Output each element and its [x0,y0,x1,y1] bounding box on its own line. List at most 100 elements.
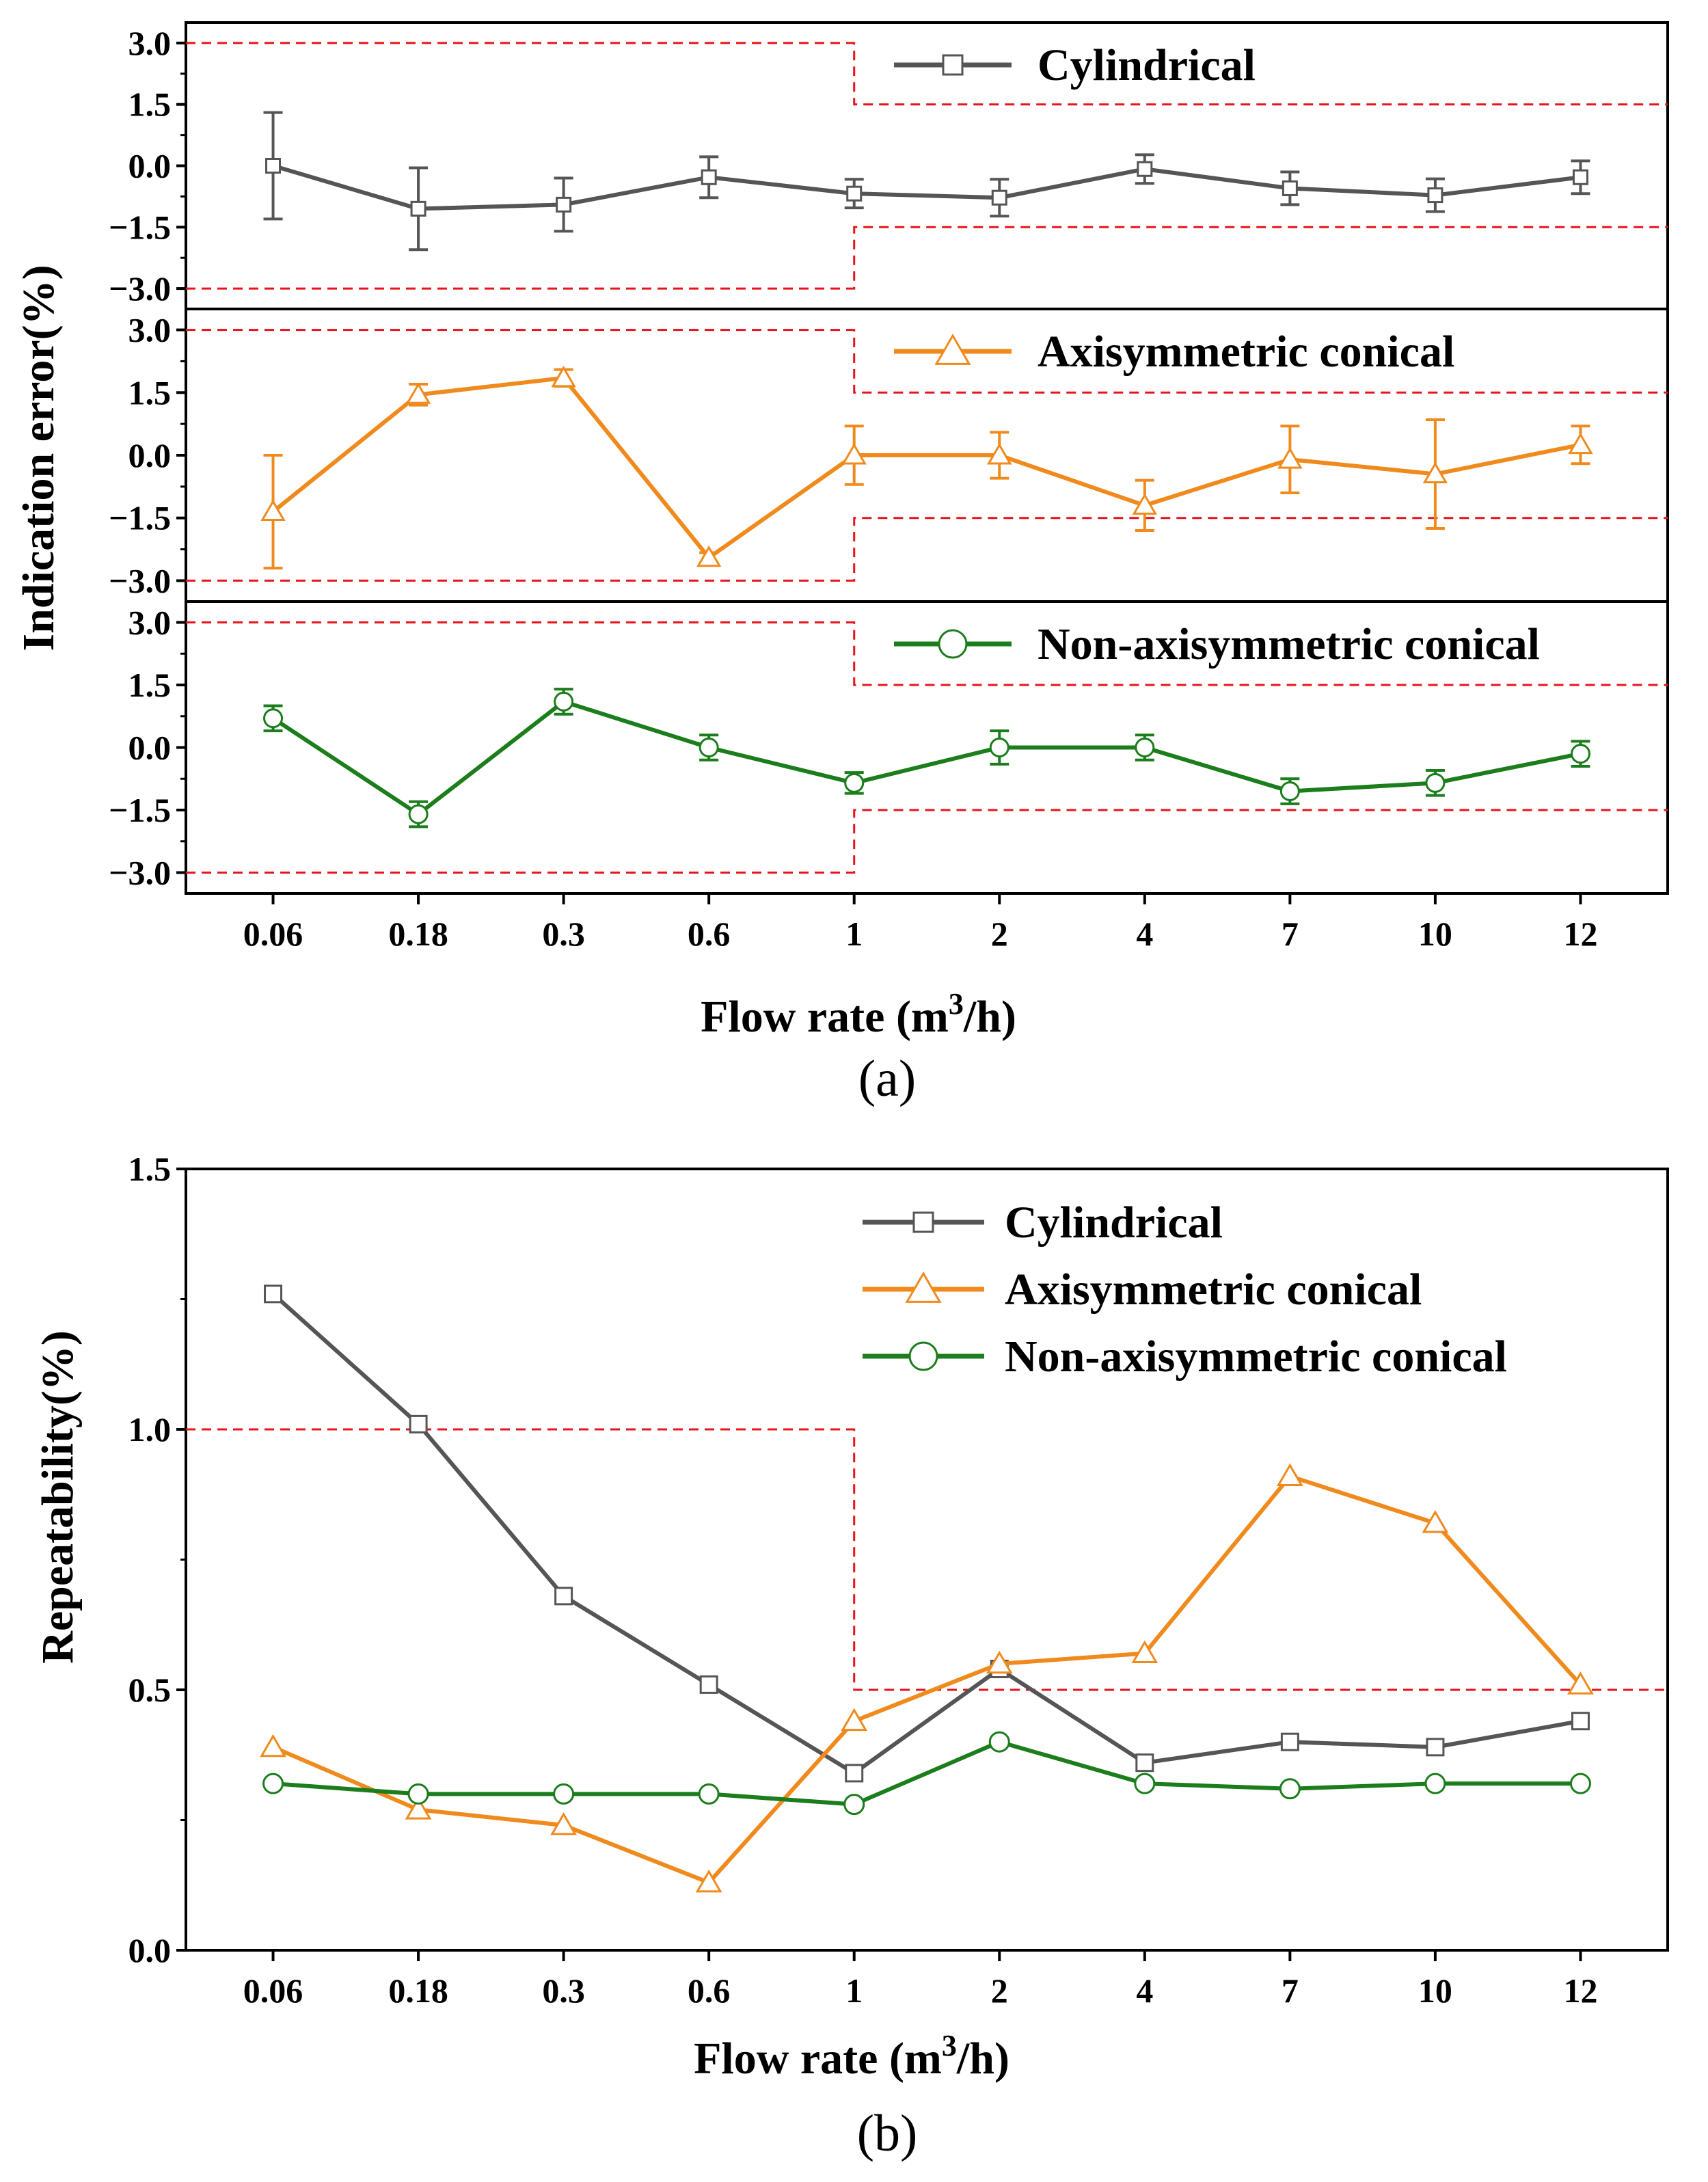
data-point [410,200,426,217]
data-point [988,1731,1010,1753]
panel-a-frame [185,21,1669,895]
data-point [265,158,282,174]
data-point [1132,493,1158,515]
upper-limit-line [186,42,1668,106]
data-point [1137,161,1153,177]
data-point [554,691,574,712]
repeatability-limit-line [186,1428,1668,1691]
series-line [271,1292,1582,1776]
data-point [1276,1463,1303,1486]
y-tick-label: 1.0 [128,1410,172,1449]
y-tick-label: 0.0 [128,436,172,474]
x-tick-label: 2 [991,1971,1008,2010]
x-tick-label: 12 [1563,915,1597,953]
data-point [407,1783,429,1805]
series-circle: Non-axisymmetric conical [262,1332,1591,1816]
legend-label: Axisymmetric conical [1005,1265,1422,1315]
data-point [1277,447,1303,469]
data-point [1422,461,1448,483]
data-point [1568,432,1593,455]
data-point [1572,169,1588,185]
data-point [1571,1712,1590,1731]
x-axis-label: Flow rate (m3/h) [701,987,1016,1042]
series-square: Cylindrical [264,1198,1590,1783]
data-point [260,1734,286,1757]
legend-marker [934,334,971,365]
y-tick-label: −3.0 [109,561,171,600]
legend-marker [905,1271,942,1303]
data-point [405,1796,432,1820]
series-triangle: Axisymmetric conical [260,1265,1594,1893]
data-point [1425,772,1446,793]
y-tick-label: −1.5 [109,208,171,246]
x-axis-label-main: Flow rate (m [701,992,949,1042]
data-point [405,382,431,404]
data-point [841,443,867,465]
y-axis-label: Indication error(%) [14,265,64,651]
y-tick-label: 1.5 [128,373,172,412]
y-axis-label: Repeatability(%) [33,1330,83,1664]
y-tick-label: 3.0 [128,24,172,62]
series-line [273,1740,1581,1807]
y-tick-label: 0.5 [128,1671,172,1709]
x-axis-label: Flow rate (m3/h) [694,2029,1009,2084]
data-point [695,1869,722,1893]
series-line [272,1474,1582,1885]
data-point [408,804,429,824]
x-axis-label-tail: /h) [956,2034,1009,2084]
data-point [553,1783,575,1805]
x-tick-label: 0.6 [688,915,731,953]
data-point [260,499,286,522]
series-line-square [272,163,1581,211]
x-tick-label: 12 [1563,1971,1597,2010]
data-point [262,1773,284,1794]
y-tick-label: 1.5 [128,1150,172,1188]
legend-marker [908,1341,938,1371]
data-point [1282,180,1298,196]
data-point [1424,1773,1446,1794]
data-point [1427,187,1443,204]
data-point [1426,1738,1445,1757]
y-tick-label: −1.5 [109,499,171,537]
data-point [264,1284,283,1304]
y-tick-label: 1.5 [128,85,172,124]
x-tick-label: 10 [1418,915,1452,953]
data-point [841,1708,868,1732]
y-tick-label: −3.0 [109,854,171,892]
legend-marker [942,54,964,76]
x-tick-label: 0.6 [688,1971,731,2010]
legend-label: Cylindrical [1005,1198,1223,1248]
x-tick-label: 7 [1282,915,1299,953]
panel-a-indication-error: 3.0 1.5 0.0 −1.5 −3.0 Cylindrical 3.0 1.5 0.0 −1.… [14,21,1669,1107]
x-tick-label: 1 [845,1971,863,2010]
data-point [554,1587,573,1606]
data-point [551,365,576,388]
x-axis-label-main: Flow rate (m [694,2034,942,2084]
upper-limit-line [186,329,1668,394]
panel-caption: (b) [857,2105,918,2162]
data-point [556,196,572,213]
x-tick-label: 4 [1136,1971,1153,2010]
panel-caption: (a) [858,1050,916,1107]
y-tick-label: 0.0 [128,147,172,185]
data-point [844,772,865,793]
data-point [1570,744,1590,764]
x-tick-label: 0.18 [388,915,448,953]
x-tick-label: 7 [1282,1971,1299,2010]
data-point [1131,1640,1158,1664]
data-point [550,1812,578,1835]
data-point [699,1675,718,1694]
data-point [989,738,1009,757]
subplot-1: 3.0 1.5 0.0 −1.5 −3.0 Cylindrical [109,24,1668,308]
lower-limit-line [186,226,1668,290]
legend-label: Axisymmetric conical [1038,327,1454,377]
y-tick-label: 0.0 [128,1931,172,1969]
legend-label: Cylindrical [1038,40,1256,90]
y-tick-label: −1.5 [109,791,171,829]
upper-limit-line [186,621,1668,686]
data-point [843,1794,865,1816]
y-tick-label: 3.0 [128,604,172,642]
y-tick-label: 3.0 [128,311,172,349]
data-point [986,1650,1013,1674]
